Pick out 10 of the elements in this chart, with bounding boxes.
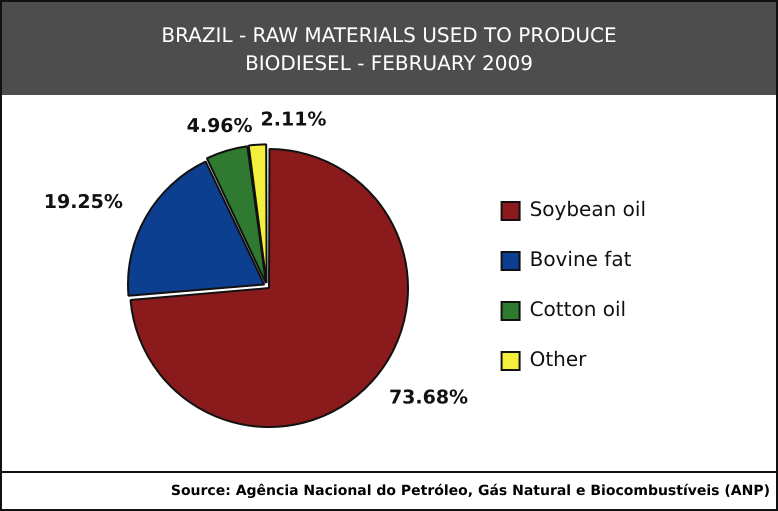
data-label: 4.96% (186, 114, 253, 137)
data-label: 19.25% (44, 191, 123, 214)
legend-label: Other (530, 347, 588, 372)
legend-label: Bovine fat (530, 247, 632, 272)
legend-label: Soybean oil (530, 197, 646, 222)
data-label: 2.11% (260, 108, 326, 130)
legend-label: Cotton oil (530, 297, 626, 322)
data-label: 73.68% (388, 386, 468, 408)
source-note: Source: Agência Nacional do Petróleo, Gás Natural e Biocombustíveis (ANP) (2, 471, 776, 509)
chart-title: BRAZIL - RAW MATERIALS USED TO PRODUCE BIODIESEL - FEBRUARY 2009 (160, 22, 618, 76)
